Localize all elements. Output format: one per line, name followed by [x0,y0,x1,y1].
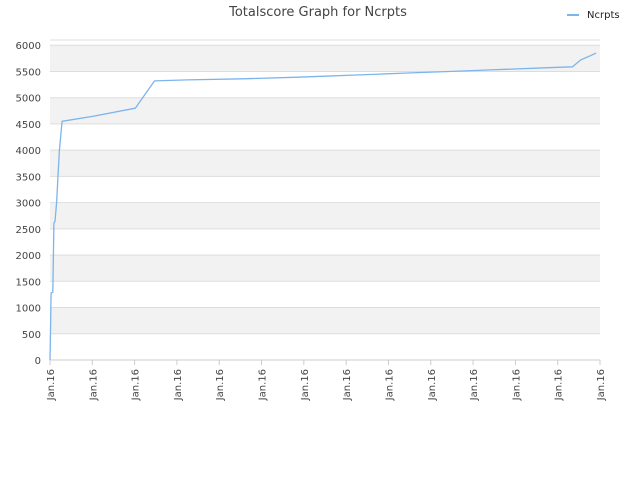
plot-band [50,45,600,72]
x-tick-label: Jan.16 [342,369,353,401]
y-tick-label: 500 [22,330,41,341]
x-tick-label: Jan.16 [469,369,480,401]
y-tick-label: 0 [35,356,41,367]
x-tick-label: Jan.16 [131,369,142,401]
x-tick-label: Jan.16 [384,369,395,401]
x-tick-label: Jan.16 [596,369,607,401]
plot-band [50,307,600,334]
plot-band [50,255,600,282]
series-layer [49,52,597,361]
y-tick-label: 3500 [16,172,41,183]
x-tick-label: Jan.16 [173,369,184,401]
x-tick-label: Jan.16 [258,369,269,401]
y-tick-label: 1500 [16,277,41,288]
x-tick-label: Jan.16 [511,369,522,401]
y-tick-label: 2000 [16,251,41,262]
y-tick-label: 4000 [16,146,41,157]
y-tick-label: 5500 [16,67,41,78]
y-tick-label: 6000 [16,41,41,52]
y-tick-label: 5000 [16,94,41,105]
x-tick-label: Jan.16 [554,369,565,401]
x-tick-label: Jan.16 [215,369,226,401]
y-tick-label: 4500 [16,120,41,131]
x-tick-label: Jan.16 [300,369,311,401]
x-tick-label: Jan.16 [46,369,57,401]
y-tick-label: 3000 [16,199,41,210]
plot-band [50,150,600,177]
series-line [49,52,597,361]
gridlines [50,39,600,361]
legend[interactable]: Ncrpts [567,10,620,21]
y-axis: 0 500 1000 1500 2000 2500 3000 3500 4000 4500 5000… [16,41,41,367]
chart-title: Totalscore Graph for Ncrpts [228,5,407,20]
y-tick-label: 2500 [16,225,41,236]
plot-bands [50,45,600,334]
x-tick-label: Jan.16 [88,369,99,401]
x-axis: Jan.16 Jan.16 Jan.16 Jan.16 Jan.16 Jan.16 Jan.… [46,359,607,401]
plot-band [50,202,600,229]
y-tick-label: 1000 [16,304,41,315]
x-tick-label: Jan.16 [427,369,438,401]
legend-label: Ncrpts [587,10,620,21]
plot-band [50,97,600,124]
